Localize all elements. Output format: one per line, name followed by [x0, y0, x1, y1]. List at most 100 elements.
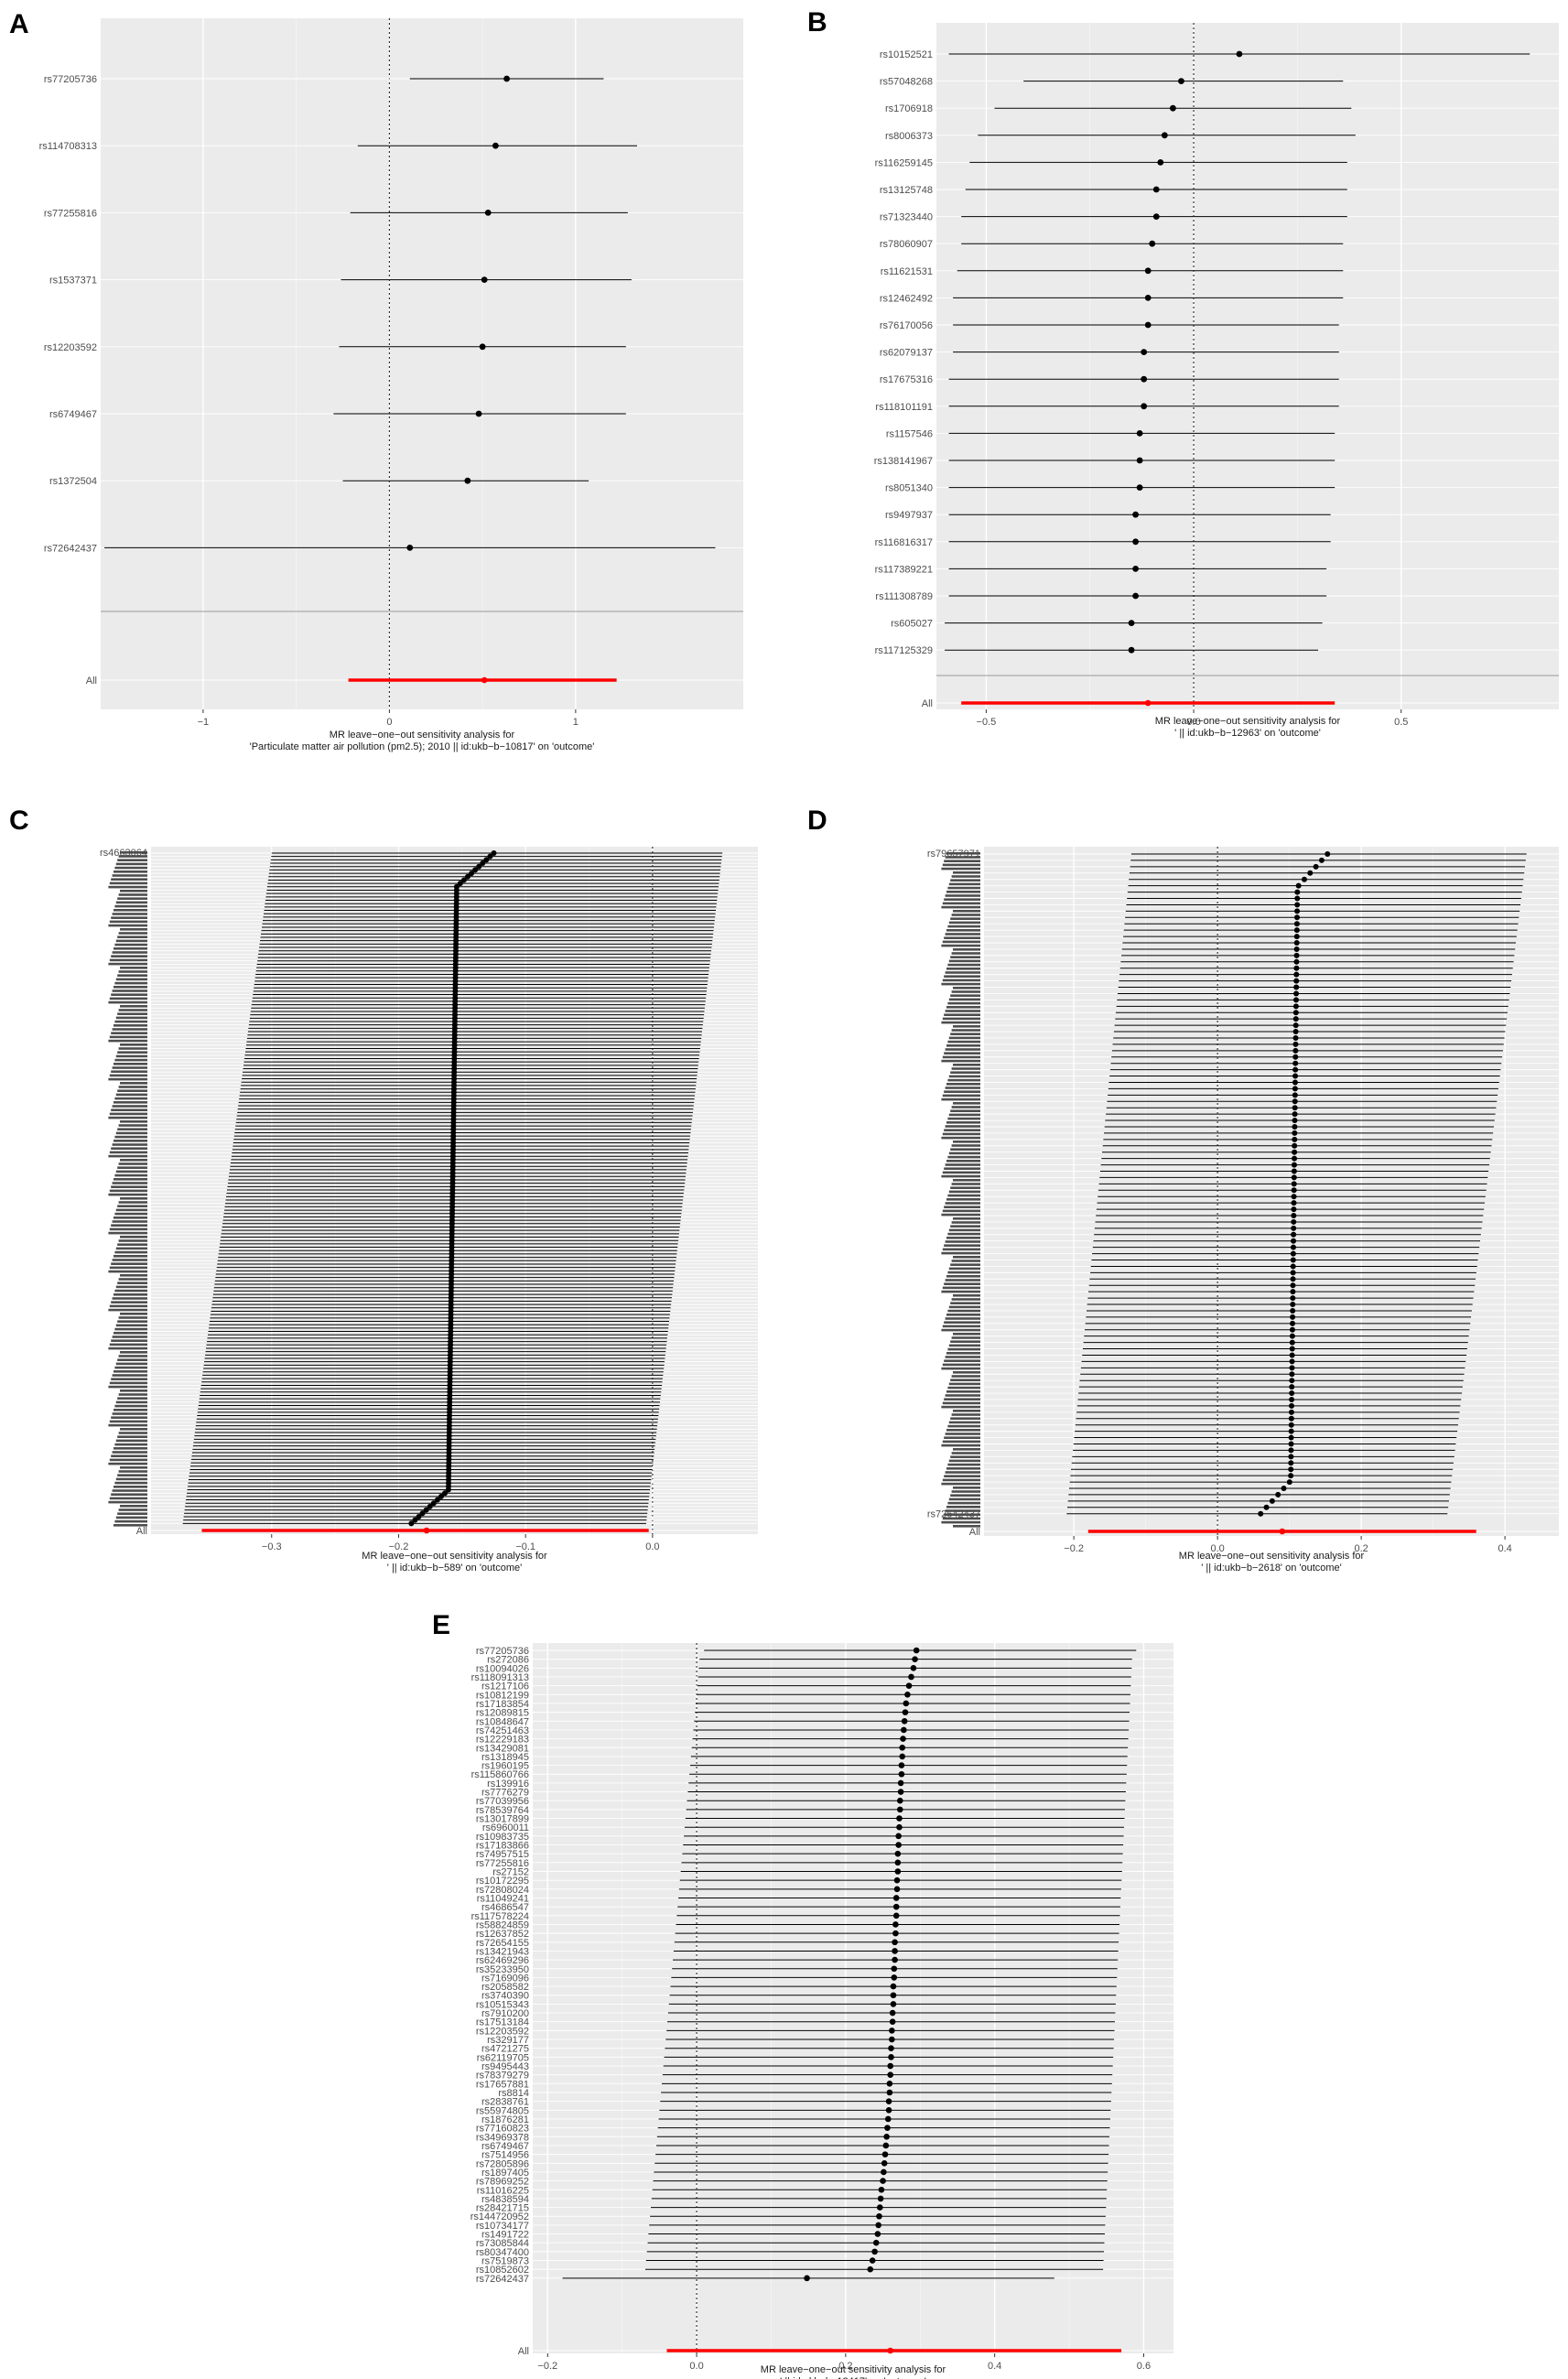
snp-estimate-point [1290, 1276, 1296, 1282]
snp-estimate-point [1292, 1054, 1299, 1060]
snp-label: rs79657971 [927, 849, 980, 860]
snp-estimate-point [1293, 927, 1300, 934]
snp-estimate-point [910, 1665, 917, 1671]
snp-label-glyphs [112, 1066, 147, 1069]
snp-label-glyphs [950, 1494, 980, 1497]
snp-estimate-point [1136, 484, 1143, 491]
snp-estimate-point [900, 1736, 906, 1742]
snp-label: rs78060907 [880, 239, 933, 250]
snp-estimate-point [1292, 1022, 1299, 1029]
snp-estimate-point [1293, 990, 1300, 997]
snp-label-glyphs [109, 1343, 147, 1346]
snp-estimate-point [804, 2275, 810, 2282]
snp-label-glyphs [950, 1225, 980, 1227]
snp-estimate-point [1290, 1289, 1296, 1295]
snp-estimate-point [1290, 1257, 1296, 1263]
snp-estimate-point [881, 2151, 889, 2157]
overall-label: All [86, 676, 97, 687]
snp-estimate-point [1290, 1244, 1296, 1250]
snp-estimate-point [884, 2115, 892, 2123]
snp-label: rs12462492 [880, 293, 933, 304]
snp-label-glyphs [948, 1228, 980, 1232]
snp-estimate-point [894, 1859, 902, 1866]
snp-label: rs11016225 [477, 2185, 529, 2196]
snp-label: rs34969378 [476, 2132, 529, 2143]
snp-label-glyphs [109, 1227, 147, 1231]
snp-label: rs115860766 [471, 1769, 529, 1780]
snp-label: rs11621531 [881, 266, 933, 277]
snp-estimate-point [445, 1487, 451, 1493]
snp-estimate-point [892, 1912, 900, 1919]
snp-label: rs1537371 [49, 276, 97, 287]
snp-label-glyphs [115, 1516, 147, 1519]
snp-estimate-point [874, 2231, 881, 2237]
snp-label: rs35233950 [476, 1964, 529, 1975]
snp-label-glyphs [945, 1163, 980, 1166]
x-tick-label: 0.5 [1394, 717, 1408, 728]
x-tick-label: 0.0 [1186, 717, 1200, 728]
snp-estimate-point [896, 1797, 903, 1804]
snp-label-glyphs [942, 1017, 980, 1021]
snp-estimate-point [1292, 1149, 1298, 1155]
snp-label: rs138141967 [874, 456, 933, 467]
snp-label-glyphs [117, 1435, 147, 1438]
panel-b: rs10152521 rs57048268 rs1706918 rs8006373 rs… [807, 7, 1559, 739]
snp-label-glyphs [108, 1077, 147, 1081]
snp-label-glyphs [118, 1047, 147, 1050]
snp-estimate-point [1291, 1194, 1297, 1200]
snp-label-glyphs [946, 929, 980, 932]
snp-label-glyphs [941, 1021, 980, 1024]
snp-estimate-point [1144, 295, 1152, 301]
snp-label-glyphs [111, 1493, 147, 1496]
snp-label-glyphs [114, 1140, 147, 1142]
snp-label: rs3740390 [481, 1991, 529, 2002]
snp-label-glyphs [109, 958, 147, 962]
snp-label-glyphs [115, 1285, 147, 1289]
snp-estimate-point [1288, 1460, 1294, 1466]
snp-estimate-point [1292, 1016, 1299, 1022]
snp-label-glyphs [120, 1505, 147, 1508]
snp-label-glyphs [953, 910, 980, 913]
snp-label: rs62119705 [477, 2052, 529, 2063]
snp-estimate-point [483, 857, 490, 863]
snp-label-glyphs [951, 1260, 980, 1262]
snp-label: rs9495443 [481, 2061, 529, 2072]
snp-estimate-point [484, 210, 492, 216]
snp-label-glyphs [944, 1013, 980, 1016]
overall-label: All [969, 1527, 980, 1538]
snp-label-glyphs [944, 1513, 980, 1516]
snp-label-glyphs [115, 1247, 147, 1250]
snp-label-glyphs [948, 1421, 980, 1424]
x-tick-label: 0.2 [1354, 1543, 1368, 1554]
snp-label: rs10172295 [476, 1876, 529, 1887]
snp-label-glyphs [947, 1424, 980, 1428]
snp-label: rs72805896 [476, 2158, 529, 2169]
snp-label-glyphs [946, 1314, 980, 1316]
snp-label: rs10848647 [476, 1716, 529, 1727]
snp-label-glyphs [111, 1070, 147, 1073]
snp-estimate-point [487, 853, 493, 860]
snp-label-glyphs [109, 1189, 147, 1193]
snp-estimate-point [1293, 984, 1300, 990]
snp-estimate-point [1178, 78, 1184, 84]
snp-label-glyphs [114, 986, 147, 989]
snp-label-glyphs [951, 1298, 980, 1301]
snp-label-glyphs [944, 1052, 980, 1054]
snp-estimate-point [904, 1692, 911, 1698]
snp-label: rs13125748 [880, 185, 933, 196]
snp-label: rs8006373 [885, 131, 933, 142]
snp-label: rs77255816 [476, 1858, 529, 1869]
snp-estimate-point [871, 2248, 878, 2255]
snp-label-glyphs [112, 1374, 147, 1377]
snp-estimate-point [1263, 1504, 1270, 1510]
snp-label-glyphs [944, 1398, 980, 1400]
snp-label-glyphs [947, 1155, 980, 1159]
snp-label-glyphs [111, 1378, 147, 1380]
snp-estimate-point [1294, 908, 1301, 914]
snp-estimate-point [1144, 267, 1152, 275]
snp-estimate-point [442, 1490, 449, 1497]
snp-label: rs139916 [487, 1779, 529, 1790]
snp-label-glyphs [953, 1294, 980, 1297]
snp-label-glyphs [942, 1440, 980, 1444]
snp-label: rs62469296 [476, 1955, 529, 1966]
